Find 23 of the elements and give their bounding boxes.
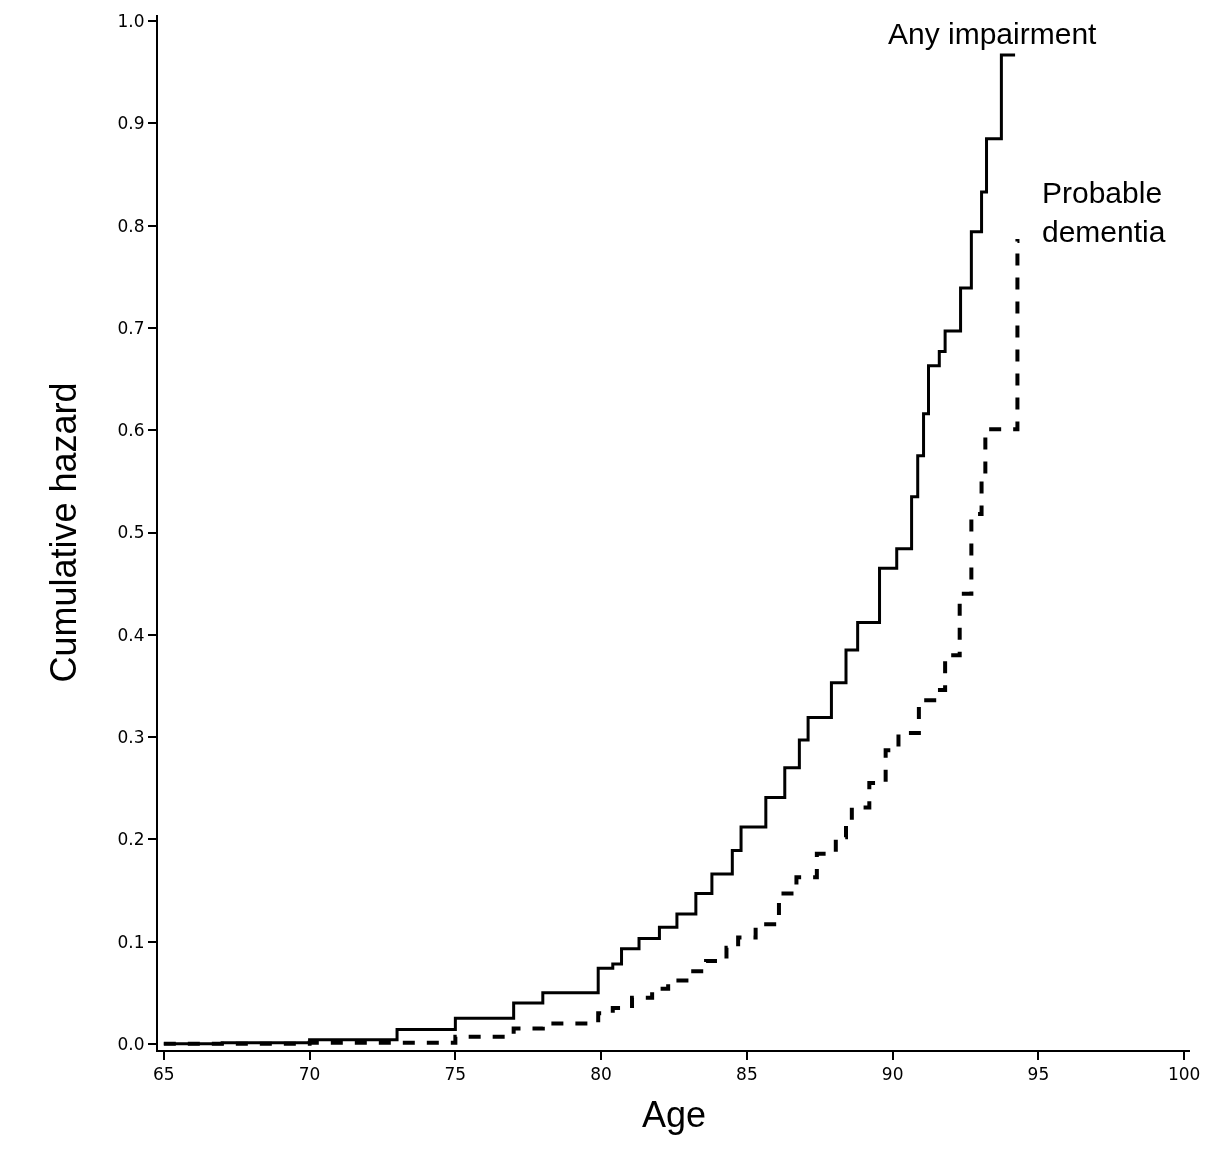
y-tick-label: 0.6 bbox=[117, 420, 145, 441]
x-axis-title: Age bbox=[641, 1093, 707, 1135]
y-tick-label: 0.5 bbox=[117, 522, 145, 543]
y-tick-label: 0.4 bbox=[117, 624, 145, 645]
annotation: Any impairment bbox=[888, 17, 1098, 50]
y-tick-label: 0.8 bbox=[117, 215, 145, 236]
y-tick-label: 0.3 bbox=[117, 727, 145, 747]
y-tick-label: 0.1 bbox=[117, 931, 145, 952]
x-tick-label: 95 bbox=[1027, 1064, 1050, 1085]
y-tick-label: 0.9 bbox=[117, 113, 145, 134]
x-tick-label: 65 bbox=[153, 1064, 175, 1085]
x-tick-label: 85 bbox=[736, 1064, 758, 1085]
x-tick-label: 80 bbox=[590, 1064, 612, 1085]
x-tick-label: 100 bbox=[1167, 1064, 1201, 1085]
y-axis-title: Cumulative hazard bbox=[42, 382, 84, 683]
y-tick-label: 0.0 bbox=[117, 1033, 145, 1054]
x-tick-label: 90 bbox=[881, 1064, 904, 1085]
y-tick-label: 1.0 bbox=[117, 11, 145, 32]
x-tick-label: 70 bbox=[298, 1064, 321, 1085]
y-tick-label: 0.7 bbox=[117, 317, 145, 338]
annotation: Probable dementia bbox=[1042, 176, 1166, 248]
x-tick-label: 75 bbox=[444, 1064, 467, 1085]
y-tick-label: 0.2 bbox=[117, 829, 145, 850]
